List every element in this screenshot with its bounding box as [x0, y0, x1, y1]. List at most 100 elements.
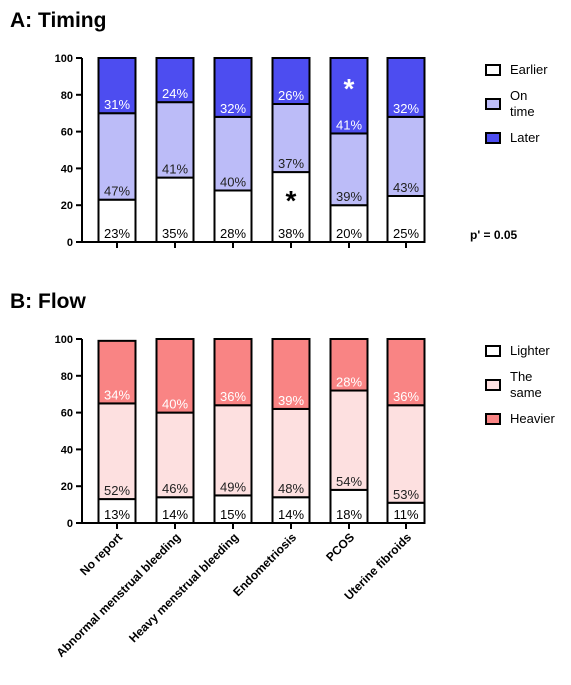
bar-segment-on-time [155, 101, 195, 179]
bar-segment-the-same [213, 404, 253, 497]
bar-segment-earlier [155, 176, 195, 244]
y-tick-label: 0 [67, 518, 73, 530]
bar-segment-later [155, 57, 195, 104]
legend-label: Later [510, 130, 540, 145]
bar-segment-heavier [155, 338, 195, 414]
bar-segment-on-time [97, 112, 137, 201]
y-tick-label: 40 [61, 163, 73, 175]
y-tick-label: 60 [61, 127, 73, 139]
legend-label: Lighter [510, 343, 550, 358]
y-tick-label: 100 [55, 53, 73, 65]
data-label: 39% [278, 393, 304, 408]
legend-label: On [510, 88, 527, 103]
data-label: 40% [220, 174, 246, 189]
bar-segment-heavier [329, 338, 369, 392]
y-tick-label: 40 [61, 444, 73, 456]
data-label: 14% [278, 507, 304, 522]
bar-segment-on-time [271, 103, 311, 174]
data-label: 36% [393, 389, 419, 404]
data-label: 39% [336, 189, 362, 204]
data-label: 13% [104, 507, 130, 522]
y-tick-label: 60 [61, 408, 73, 420]
bar-segment-earlier [271, 171, 311, 243]
bar-segment-later [213, 57, 253, 118]
data-label: 41% [162, 162, 188, 177]
bar-segment-later [271, 57, 311, 105]
bar-segment-later [329, 57, 369, 135]
y-tick-label: 0 [67, 237, 73, 249]
x-tick-label: Abnormal menstrual bleeding [53, 530, 183, 660]
bar-segment-the-same [155, 411, 195, 499]
bar-segment-the-same [97, 402, 137, 501]
data-label: 25% [393, 226, 419, 241]
bar-segment-lighter [155, 496, 195, 524]
y-tick-label: 100 [55, 334, 73, 346]
data-label: 18% [336, 507, 362, 522]
bar-segment-the-same [271, 407, 311, 499]
data-label: 54% [336, 474, 362, 489]
bar-segment-heavier [213, 338, 253, 407]
data-label: 32% [220, 101, 246, 116]
data-label: 35% [162, 226, 188, 241]
data-label: 34% [104, 387, 130, 402]
data-label: 26% [278, 88, 304, 103]
data-label: 28% [336, 375, 362, 390]
chart-panel-flow: B: Flow 0 20 40 60 80 100 13% 52% 34% No report 14%… [10, 290, 555, 660]
bar-segment-lighter [329, 488, 369, 525]
data-label: 23% [104, 226, 130, 241]
legend-swatch [485, 132, 501, 144]
data-label: 37% [278, 156, 304, 171]
data-label: 48% [278, 481, 304, 496]
legend-swatch [485, 98, 501, 110]
data-label: 47% [104, 184, 130, 199]
bar-segment-earlier [386, 195, 426, 243]
significance-asterisk: * [286, 185, 297, 216]
data-label: 36% [220, 389, 246, 404]
legend-swatch [485, 413, 501, 425]
data-label: 15% [220, 507, 246, 522]
x-tick-label: No report [77, 530, 125, 578]
data-label: 53% [393, 487, 419, 502]
bar-segment-heavier [271, 338, 311, 410]
data-label: 20% [336, 226, 362, 241]
bar-segment-on-time [329, 132, 369, 207]
data-label: 32% [393, 101, 419, 116]
chart-title: A: Timing [10, 9, 106, 32]
bar-segment-the-same [386, 404, 426, 504]
data-label: 28% [220, 226, 246, 241]
data-label: 52% [104, 483, 130, 498]
chart-panel-timing: A: Timing 0 20 40 60 80 100 23% 47% 31% 35% 41% 24% 2… [10, 9, 548, 249]
data-label: 24% [162, 86, 188, 101]
bar-segment-heavier [386, 338, 426, 407]
bar-segment-heavier [97, 339, 137, 405]
data-label: 43% [393, 180, 419, 195]
data-label: 11% [393, 507, 418, 522]
p-value-annotation: p' = 0.05 [470, 228, 518, 242]
data-label: 46% [162, 481, 188, 496]
bar-segment-later [97, 57, 137, 115]
bar-segment-the-same [329, 389, 369, 491]
y-tick-label: 80 [61, 90, 73, 102]
y-tick-label: 80 [61, 371, 73, 383]
data-label: 49% [220, 479, 246, 494]
y-tick-label: 20 [61, 481, 73, 493]
data-label: 31% [104, 97, 130, 112]
legend-label: same [510, 385, 542, 400]
legend-swatch [485, 64, 501, 76]
bar-segment-lighter [271, 496, 311, 524]
bar-segment-later [386, 57, 426, 118]
x-tick-label: PCOS [323, 530, 357, 564]
legend-swatch [485, 345, 501, 357]
significance-asterisk: * [344, 73, 355, 104]
data-label: 38% [278, 226, 304, 241]
legend-label: Earlier [510, 62, 548, 77]
legend-label: Heavier [510, 411, 555, 426]
data-label: 40% [162, 397, 188, 412]
data-label: 14% [162, 507, 188, 522]
data-label: 41% [336, 117, 362, 132]
bar-segment-on-time [386, 115, 426, 197]
legend-swatch [485, 379, 501, 391]
